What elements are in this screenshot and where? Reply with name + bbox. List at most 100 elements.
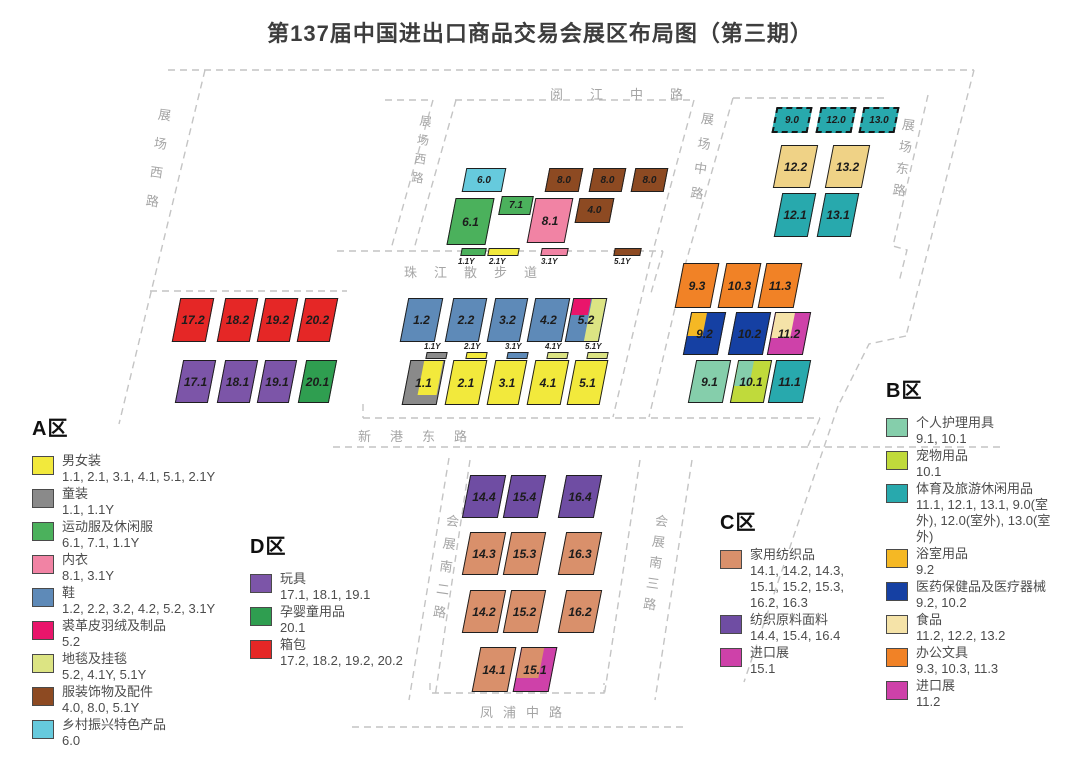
legend-item-halls: 9.1, 10.1 xyxy=(916,431,967,446)
color-swatch xyxy=(32,489,54,508)
hall-label: 4.1 xyxy=(539,375,557,390)
legend-item-name: 服装饰物及配件 xyxy=(62,684,154,699)
legend-item: 食品 11.2, 12.2, 13.2 xyxy=(886,612,1054,644)
hall-7-1: 7.1 xyxy=(498,196,534,215)
hall-label: 5.2 xyxy=(577,313,595,327)
hall-label: 11.1 xyxy=(778,374,801,389)
annex-strip-3-1y-top xyxy=(540,248,569,256)
annex-label-5-1y: 5.1Y xyxy=(585,342,602,351)
hall-label: 1.1 xyxy=(415,375,432,390)
hall-label: 19.1 xyxy=(265,374,289,389)
legend-item-name: 浴室用品 xyxy=(916,546,969,561)
annex-label-4-1y: 4.1Y xyxy=(545,342,562,351)
hall-label: 18.1 xyxy=(225,374,250,389)
annex-label-3-1y: 3.1Y xyxy=(505,342,522,351)
road-label-fengpu: 凤浦中路 xyxy=(480,705,573,720)
legend-item-name: 办公文具 xyxy=(916,645,969,660)
hall-label: 14.4 xyxy=(472,489,496,504)
annex-strip-3-1y xyxy=(506,352,529,359)
legend-item: 鞋 1.2, 2.2, 3.2, 4.2, 5.2, 3.1Y xyxy=(32,585,252,617)
hall-label: 16.4 xyxy=(568,489,592,504)
legend-item-name: 玩具 xyxy=(280,571,307,586)
color-swatch xyxy=(32,621,54,640)
annex-strip-2-1y xyxy=(465,352,488,359)
legend-item: 纺织原料面料 14.4, 15.4, 16.4 xyxy=(720,612,855,644)
hall-label: 15.3 xyxy=(512,546,537,561)
hall-label: 10.1 xyxy=(739,374,763,389)
hall-label: 9.2 xyxy=(696,326,713,341)
hall-label: 9.1 xyxy=(701,374,718,389)
legend-item-halls: 6.0 xyxy=(62,733,81,748)
outer-boundary-dashes xyxy=(118,69,975,683)
road-label-yuejiang: 阅江中路 xyxy=(550,87,711,102)
legend-item-name: 体育及旅游休闲用品 xyxy=(916,481,1034,496)
hall-label: 9.3 xyxy=(688,278,706,293)
hall-label: 16.2 xyxy=(568,604,592,619)
hall-label: 17.2 xyxy=(181,313,205,327)
legend-item-halls: 1.1, 2.1, 3.1, 4.1, 5.1, 2.1Y xyxy=(62,469,216,484)
hall-label: 8.0 xyxy=(642,174,657,186)
hall-label: 12.0 xyxy=(826,114,846,126)
color-swatch xyxy=(32,588,54,607)
legend-item-name: 地毯及挂毯 xyxy=(62,651,128,666)
color-swatch xyxy=(886,681,908,700)
hall-label: 12.1 xyxy=(783,208,807,222)
legend-item-name: 进口展 xyxy=(916,678,956,693)
legend-item: 男女装 1.1, 2.1, 3.1, 4.1, 5.1, 2.1Y xyxy=(32,453,252,485)
hall-label: 12.2 xyxy=(783,159,808,174)
hall-label: 7.1 xyxy=(509,200,523,211)
hall-label: 16.3 xyxy=(568,546,592,561)
legend-item-name: 鞋 xyxy=(62,585,76,600)
legend-item-halls: 9.3, 10.3, 11.3 xyxy=(916,661,999,676)
hall-9-0: 9.0 xyxy=(771,107,813,133)
hall-label: 15.2 xyxy=(512,604,537,619)
color-swatch xyxy=(250,574,272,593)
hall-12-0: 12.0 xyxy=(815,107,857,133)
legend-item-name: 宠物用品 xyxy=(916,448,969,463)
legend-item-halls: 1.2, 2.2, 3.2, 4.2, 5.2, 3.1Y xyxy=(62,601,216,616)
hall-label: 8.0 xyxy=(557,174,571,186)
hall-label: 6.1 xyxy=(462,214,479,229)
legend-item-name: 孕婴童用品 xyxy=(280,604,346,619)
page-title: 第137届中国进出口商品交易会展区布局图（第三期） xyxy=(267,21,813,46)
hall-label: 3.2 xyxy=(499,313,516,327)
legend-item-halls: 15.1 xyxy=(750,661,776,676)
annex-strip-5-1y-top xyxy=(613,248,642,256)
legend-item-halls: 4.0, 8.0, 5.1Y xyxy=(62,700,140,715)
road-label-xingang: 新港东路 xyxy=(358,429,487,444)
annex-label-5-1y-top: 5.1Y xyxy=(614,257,631,266)
hall-label: 13.2 xyxy=(835,159,860,174)
annex-label-1-1y-top: 1.1Y xyxy=(458,257,475,266)
hall-13-0: 13.0 xyxy=(858,107,900,133)
hall-label: 13.1 xyxy=(826,208,850,222)
color-swatch xyxy=(32,687,54,706)
hall-label: 2.1 xyxy=(457,375,475,390)
legend-item-name: 运动服及休闲服 xyxy=(62,519,154,534)
legend-item-name: 食品 xyxy=(916,612,943,627)
hall-label: 4.2 xyxy=(540,313,557,327)
hall-8-0-a: 8.0 xyxy=(544,168,584,192)
hall-label: 2.2 xyxy=(457,313,475,327)
legend-item: 裘革皮羽绒及制品 5.2 xyxy=(32,618,252,650)
hall-8-0-c: 8.0 xyxy=(630,168,669,192)
legend-item-halls: 11.1, 12.1, 13.1, 9.0(室外), 12.0(室外), 13.… xyxy=(916,497,1051,544)
legend-d-title: D区 xyxy=(250,536,287,558)
legend-item: 宠物用品 10.1 xyxy=(886,448,1054,480)
legend-item-name: 男女装 xyxy=(62,453,102,468)
hall-label: 1.2 xyxy=(413,313,430,327)
legend-item-halls: 11.2, 12.2, 13.2 xyxy=(916,628,1006,643)
hall-label: 14.1 xyxy=(482,662,506,677)
legend-item-name: 个人护理用具 xyxy=(916,415,995,430)
legend-item-name: 纺织原料面料 xyxy=(750,612,829,627)
inner-road-dashes xyxy=(385,94,929,418)
annex-strip-4-1y xyxy=(546,352,569,359)
legend-item: 体育及旅游休闲用品 11.1, 12.1, 13.1, 9.0(室外), 12.0… xyxy=(886,481,1054,545)
color-swatch xyxy=(32,456,54,475)
color-swatch xyxy=(886,549,908,568)
legend-item-halls: 20.1 xyxy=(280,620,306,635)
color-swatch xyxy=(32,522,54,541)
legend-area-c: C区 家用纺织品 14.1, 14.2, 14.3, 15.1, 15.2, 15… xyxy=(720,506,855,678)
hall-label: 8.0 xyxy=(600,174,615,186)
hall-label: 3.1 xyxy=(498,375,516,390)
